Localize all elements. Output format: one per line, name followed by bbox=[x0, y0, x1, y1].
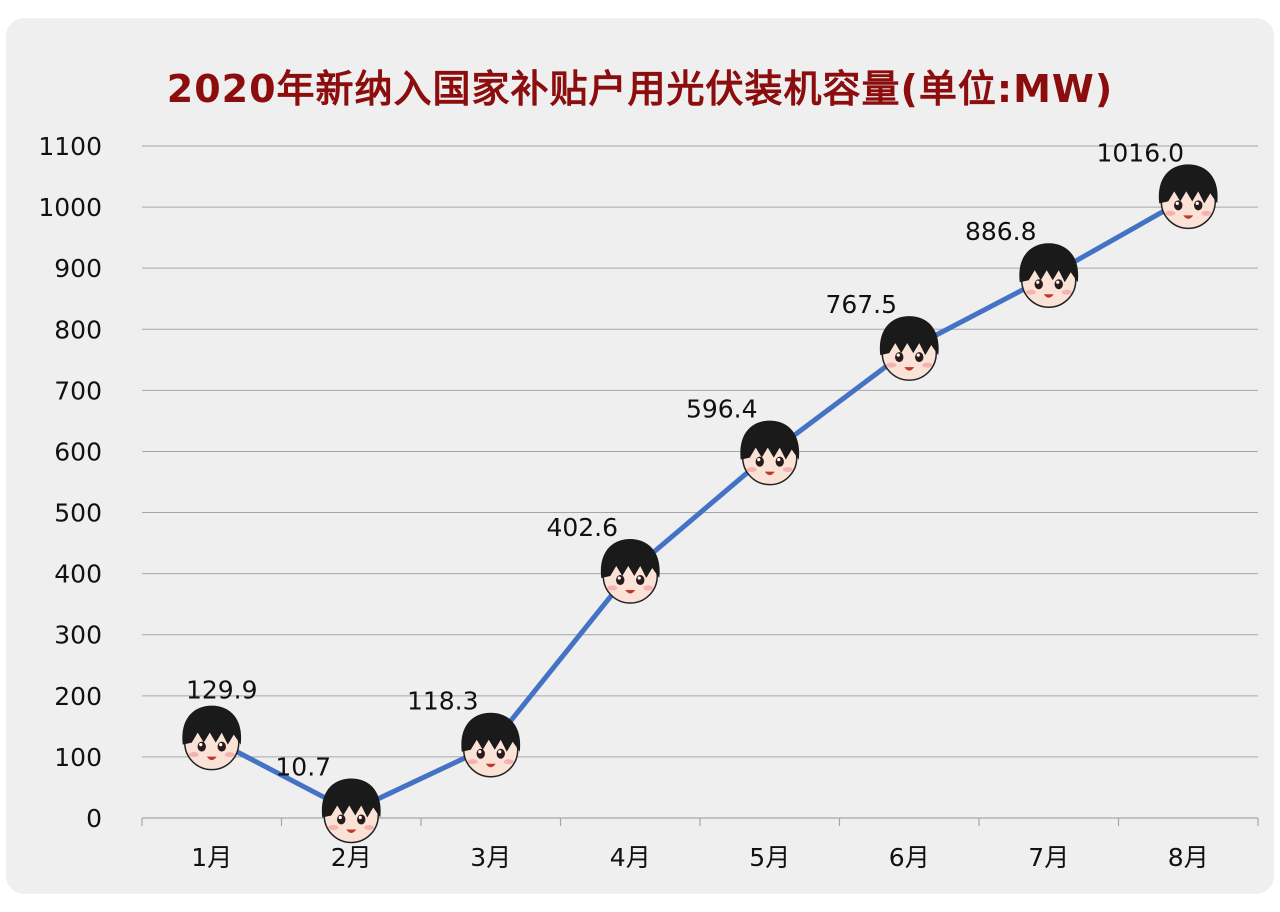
y-tick-label: 1100 bbox=[38, 132, 102, 161]
cartoon-face-icon bbox=[181, 704, 242, 771]
cartoon-face-icon bbox=[321, 777, 382, 844]
data-label: 402.6 bbox=[546, 513, 618, 542]
x-tick-label: 4月 bbox=[610, 843, 651, 872]
y-tick-label: 700 bbox=[54, 376, 102, 405]
x-tick-label: 6月 bbox=[889, 843, 930, 872]
x-tick-label: 8月 bbox=[1168, 843, 1209, 872]
y-tick-label: 1000 bbox=[38, 193, 102, 222]
x-tick-label: 3月 bbox=[470, 843, 511, 872]
y-tick-label: 900 bbox=[54, 254, 102, 283]
y-tick-label: 400 bbox=[54, 560, 102, 589]
y-tick-label: 100 bbox=[54, 743, 102, 772]
cartoon-face-icon bbox=[600, 538, 661, 604]
data-label: 767.5 bbox=[825, 290, 897, 319]
x-tick-label: 5月 bbox=[749, 843, 790, 872]
cartoon-face-icon bbox=[1158, 163, 1219, 230]
cartoon-face-icon bbox=[460, 711, 521, 778]
y-tick-label: 500 bbox=[54, 499, 102, 528]
data-label: 129.9 bbox=[186, 676, 258, 705]
y-tick-label: 0 bbox=[86, 804, 102, 833]
x-tick-label: 7月 bbox=[1028, 843, 1069, 872]
x-tick-label: 2月 bbox=[331, 843, 372, 872]
data-label: 596.4 bbox=[686, 395, 758, 424]
y-tick-label: 600 bbox=[54, 437, 102, 466]
data-label: 118.3 bbox=[407, 687, 479, 716]
chart-title: 2020年新纳入国家补贴户用光伏装机容量(单位:MW) bbox=[166, 67, 1114, 111]
x-tick-label: 1月 bbox=[191, 843, 232, 872]
cartoon-face-icon bbox=[879, 315, 940, 381]
y-tick-label: 200 bbox=[54, 682, 102, 711]
y-tick-label: 800 bbox=[54, 315, 102, 344]
data-label: 886.8 bbox=[965, 217, 1037, 246]
data-label: 10.7 bbox=[275, 752, 331, 781]
y-tick-label: 300 bbox=[54, 621, 102, 650]
cartoon-face-icon bbox=[1018, 242, 1079, 308]
cartoon-face-icon bbox=[739, 419, 800, 486]
data-label: 1016.0 bbox=[1097, 138, 1184, 167]
